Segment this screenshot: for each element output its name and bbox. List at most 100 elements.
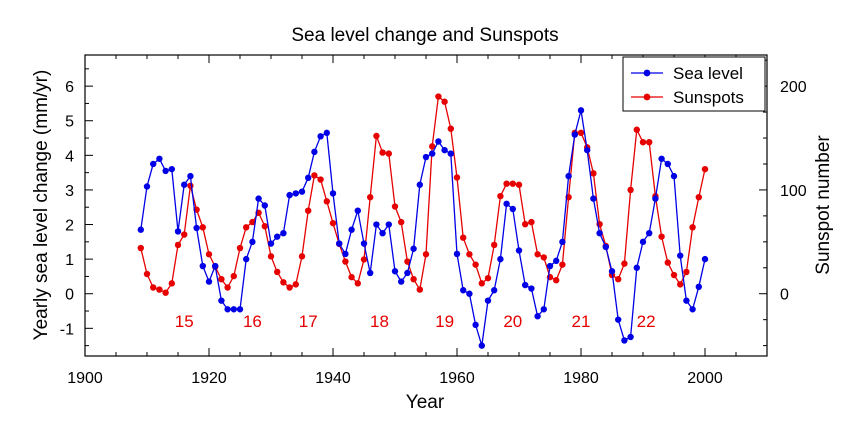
y-right-tick-label: 200 [780,79,807,96]
data-point-sunspots [466,251,473,258]
data-point-sea-level [360,240,368,247]
data-point-sunspots [646,138,653,146]
data-point-sunspots [460,234,467,241]
data-point-sunspots [274,268,281,276]
data-point-sunspots [627,186,634,194]
data-point-sunspots [298,253,306,260]
data-point-sunspots [528,218,535,226]
data-point-sunspots [435,93,442,100]
y-axis-right: 0 100 200 [759,59,807,347]
cycle-label: 15 [175,312,194,331]
data-point-sea-level [422,153,430,161]
data-point-sea-level [243,255,250,263]
data-point-sunspots [329,219,337,227]
data-point-sunspots [373,132,380,140]
data-point-sunspots [670,271,678,279]
data-point-sunspots [664,259,671,266]
data-point-sea-level [224,306,231,313]
data-point-sunspots [590,170,597,177]
data-point-sea-level [174,228,182,235]
data-point-sea-level [193,224,200,232]
data-point-sunspots [342,258,349,265]
data-point-sea-level [156,155,163,162]
y-right-tick-label: 100 [780,183,807,200]
data-point-sea-level [373,221,380,228]
data-point-sea-level [311,148,318,156]
data-point-sea-level [236,306,244,313]
data-point-sea-level [249,238,256,246]
y-left-tick-label: -1 [60,321,74,338]
data-point-sea-level [385,221,392,228]
series-layer [137,93,709,349]
data-point-sea-level [528,285,535,292]
data-point-sea-level [491,287,498,294]
data-point-sea-level [633,264,640,271]
data-point-sea-level [212,262,219,270]
data-point-sunspots [379,149,386,156]
data-point-sunspots [503,180,510,187]
data-point-sunspots [621,260,628,267]
legend-box [622,56,766,112]
legend-marker-sea-level [643,69,651,77]
cycle-label: 16 [243,312,262,331]
data-point-sea-level [689,306,696,313]
data-point-sea-level [677,252,684,259]
data-point-sea-level [187,172,194,180]
data-point-sea-level [342,250,349,258]
data-point-sea-level [261,202,268,209]
data-point-sunspots [478,280,485,287]
y-axis-right-label: Sunspot number [813,135,834,275]
data-point-sea-level [398,278,405,285]
data-point-sea-level [509,205,516,213]
data-point-sea-level [658,155,665,162]
data-point-sea-level [615,316,622,323]
data-point-sunspots [391,203,399,210]
data-point-sunspots [658,233,665,240]
data-point-sunspots [224,284,231,291]
data-point-sea-level [205,278,213,285]
data-point-sea-level [621,337,628,344]
data-point-sunspots [404,258,411,265]
legend-marker-sunspots [643,93,651,101]
data-point-sunspots [317,176,324,183]
data-point-sunspots [360,256,368,263]
chart-title: Sea level change and Sunspots [291,25,558,46]
data-point-sea-level [329,190,337,197]
data-point-sea-level [497,255,504,263]
legend-label-sea-level: Sea level [673,64,743,83]
data-point-sea-level [143,183,151,190]
data-point-sunspots [677,281,684,288]
y-left-tick-label: 2 [65,218,74,235]
data-point-sea-level [577,107,585,114]
data-point-sunspots [249,218,256,226]
data-point-sea-level [466,290,473,297]
data-point-sunspots [509,180,516,187]
data-point-sunspots [261,223,268,230]
cycle-label: 18 [370,312,389,331]
data-point-sea-level [267,240,275,247]
data-point-sunspots [701,165,709,173]
data-point-sea-level [695,283,702,290]
data-point-sunspots [348,273,355,281]
data-point-sea-level [274,233,281,240]
cycle-label: 21 [572,312,591,331]
cycle-label: 22 [637,312,656,331]
data-point-sunspots [633,126,640,133]
data-point-sea-level [379,229,386,237]
data-point-sea-level [478,342,485,349]
data-point-sea-level [317,133,324,140]
data-point-sea-level [416,181,423,188]
data-point-sea-level [305,174,312,182]
data-point-sunspots [162,289,169,296]
data-point-sunspots [267,253,275,260]
data-point-sunspots [280,279,287,286]
data-point-sea-level [546,262,554,270]
data-point-sunspots [429,143,436,150]
data-point-sea-level [652,195,659,202]
data-point-sunspots [230,272,237,280]
data-point-sunspots [150,284,157,291]
data-point-sea-level [429,150,436,157]
data-point-sunspots [323,198,330,205]
data-point-sea-level [354,207,361,214]
data-point-sea-level [168,165,175,173]
